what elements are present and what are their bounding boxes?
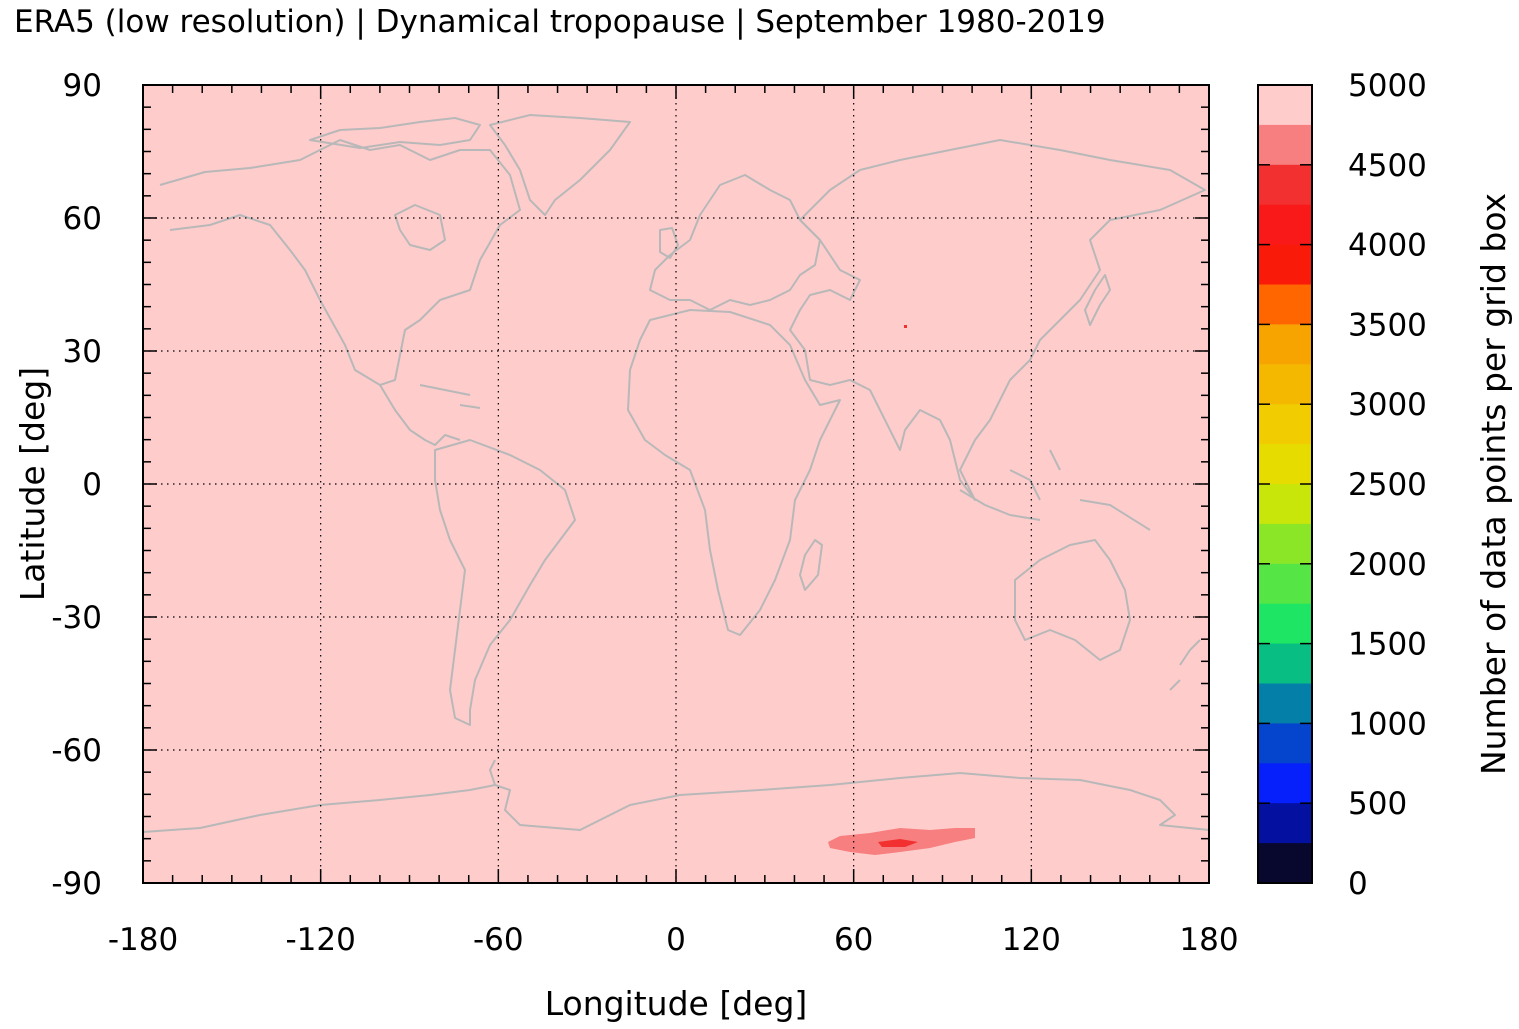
x-axis-label: Longitude [deg] xyxy=(545,984,808,1023)
colorbar-bin xyxy=(1258,85,1312,126)
data-cells xyxy=(828,325,975,855)
colorbar-tick-label: 500 xyxy=(1348,786,1407,822)
colorbar-bin xyxy=(1258,204,1312,246)
figure-title: ERA5 (low resolution) | Dynamical tropop… xyxy=(14,4,1106,40)
colorbar: 5000450040003500300025002000150010005000… xyxy=(1257,68,1513,902)
coastline-caribbean xyxy=(419,384,481,409)
coastline-australia xyxy=(1014,539,1131,661)
colorbar-tick-label: 5000 xyxy=(1348,68,1427,104)
coastline-antarctic-peninsula xyxy=(489,759,496,786)
coastline-central-america xyxy=(379,384,461,446)
x-tick-label: -60 xyxy=(473,922,524,958)
coastline-new-zealand xyxy=(1169,639,1201,691)
x-tick-label: -180 xyxy=(108,922,178,958)
colorbar-bin xyxy=(1258,124,1312,166)
colorbar-label: Number of data points per grid box xyxy=(1474,193,1513,775)
colorbar-bin xyxy=(1258,244,1312,285)
map-panel: -180 -120 -60 0 60 120 180 90 60 30 0 -30 -60 -90 Lo… xyxy=(13,68,1239,1023)
colorbar-tick-label: 2500 xyxy=(1348,467,1427,503)
coastline-hudson-bay xyxy=(394,204,446,251)
colorbar-tick-label: 1500 xyxy=(1348,627,1427,663)
x-tick-label: 60 xyxy=(834,922,873,958)
colorbar-bin xyxy=(1258,803,1312,844)
colorbar-tick-label: 2000 xyxy=(1348,547,1427,583)
y-tick-label: 60 xyxy=(63,201,102,237)
colorbar-bin xyxy=(1258,683,1312,724)
coastline-arctic-islands xyxy=(309,117,481,149)
y-tick-label: 30 xyxy=(63,334,102,370)
x-tick-label: 180 xyxy=(1179,922,1238,958)
colorbar-bin xyxy=(1258,843,1312,884)
x-tick-labels: -180 -120 -60 0 60 120 180 xyxy=(108,922,1239,958)
coastline-greenland xyxy=(489,114,631,216)
y-axis-label: Latitude [deg] xyxy=(13,367,52,601)
colorbar-bin xyxy=(1258,364,1312,405)
coastline-indonesia xyxy=(959,449,1151,531)
antarctic-low-count-core xyxy=(878,839,918,847)
y-tick-label: -60 xyxy=(51,733,102,769)
coastline-madagascar xyxy=(799,539,823,591)
y-tick-labels: 90 60 30 0 -30 -60 -90 xyxy=(51,68,102,902)
x-tick-label: -120 xyxy=(285,922,355,958)
x-tick-label: 0 xyxy=(666,922,686,958)
colorbar-bin xyxy=(1258,563,1312,605)
colorbar-bin xyxy=(1258,444,1312,485)
tibet-low-count-pixel xyxy=(904,325,907,328)
minor-ticks xyxy=(142,84,1210,884)
coastline-north-america xyxy=(159,139,521,386)
colorbar-bin xyxy=(1258,643,1312,684)
colorbar-bin xyxy=(1258,324,1312,365)
colorbar-tick-label: 4000 xyxy=(1348,228,1427,264)
colorbar-tick-label: 3500 xyxy=(1348,307,1427,343)
colorbar-bin xyxy=(1258,603,1312,645)
colorbar-tick-label: 0 xyxy=(1348,866,1368,902)
coastlines xyxy=(142,114,1210,833)
colorbar-bin xyxy=(1258,164,1312,206)
colorbar-bin xyxy=(1258,484,1312,525)
y-tick-label: 0 xyxy=(82,467,102,503)
colorbar-bin xyxy=(1258,404,1312,445)
coastline-asia xyxy=(789,139,1206,501)
colorbar-bin xyxy=(1258,284,1312,325)
y-tick-label: -90 xyxy=(51,866,102,902)
map-grid xyxy=(143,85,1209,883)
coastline-south-america xyxy=(434,439,576,726)
y-tick-label: -30 xyxy=(51,600,102,636)
y-tick-label: 90 xyxy=(63,68,102,104)
colorbar-tick-label: 4500 xyxy=(1348,148,1427,184)
colorbar-tick-label: 3000 xyxy=(1348,387,1427,423)
colorbar-bins xyxy=(1258,85,1312,884)
coastline-british-isles xyxy=(659,227,679,259)
coastline-antarctica xyxy=(142,772,1210,833)
colorbar-bin xyxy=(1258,523,1312,565)
x-tick-label: 120 xyxy=(1002,922,1061,958)
colorbar-tick-label: 1000 xyxy=(1348,706,1427,742)
colorbar-bin xyxy=(1258,763,1312,804)
colorbar-bin xyxy=(1258,723,1312,764)
coastline-japan xyxy=(1084,274,1111,326)
